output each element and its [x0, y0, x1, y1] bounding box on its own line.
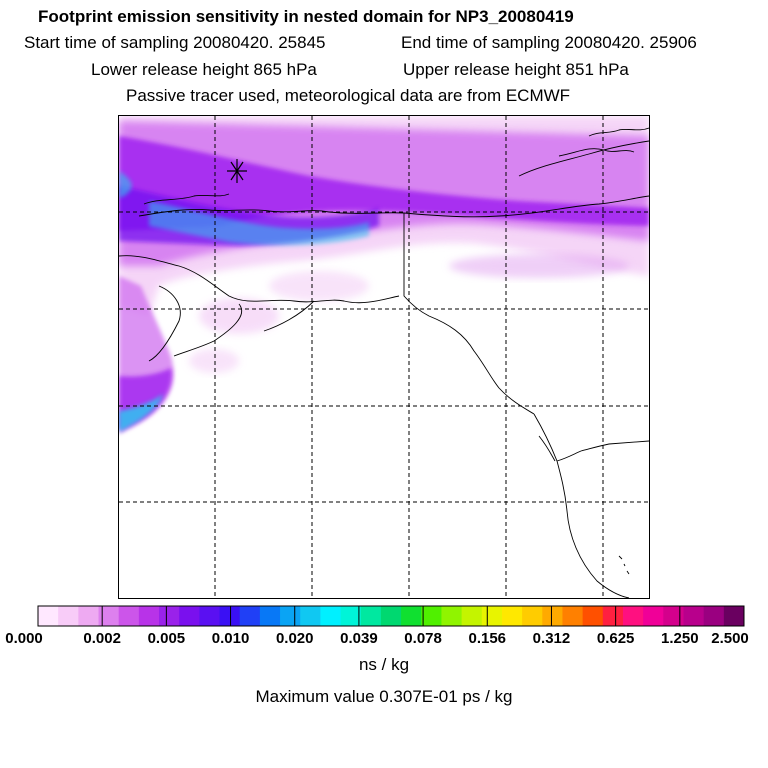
colorbar-frame [37, 605, 745, 627]
colorbar-swatch [38, 606, 59, 626]
colorbar-swatch [179, 606, 200, 626]
colorbar-swatch [78, 606, 100, 626]
colorbar-swatch [683, 606, 705, 626]
units-label: ns / kg [358, 655, 410, 674]
colorbar-tick-label: 0.078 [404, 630, 442, 647]
colorbar-swatch [723, 606, 745, 626]
plume-layer [119, 116, 649, 434]
colorbar-tick-label: 0.039 [340, 630, 378, 647]
colorbar-swatch [58, 606, 79, 626]
lower-height-label: Lower release height 865 hPa [91, 60, 317, 79]
map-canvas [119, 116, 649, 598]
colorbar-swatch [280, 606, 301, 626]
colorbar-swatch [542, 606, 563, 626]
colorbar-tick-label: 2.500 [711, 630, 749, 647]
colorbar-swatch [421, 606, 442, 626]
colorbar-swatch [441, 606, 463, 626]
colorbar-swatch [380, 606, 402, 626]
colorbar-swatch [602, 606, 624, 626]
colorbar-swatch [582, 606, 604, 626]
colorbar-swatch [320, 606, 342, 626]
colorbar-swatch [219, 606, 241, 626]
colorbar-tick-label: 0.010 [211, 630, 250, 647]
colorbar-swatch [159, 606, 180, 626]
lat-lon-grid [119, 116, 649, 598]
colorbar-swatch [562, 606, 584, 626]
colorbar-swatch [401, 606, 422, 626]
upper-height-label: Upper release height 851 hPa [403, 60, 629, 79]
footprint-map [118, 115, 650, 599]
colorbar-swatch [138, 606, 160, 626]
colorbar-tick-label: 0.002 [83, 630, 121, 647]
tracer-info-label: Passive tracer used, meteorological data… [126, 86, 571, 105]
start-time-label: Start time of sampling 20080420. 25845 [24, 33, 326, 52]
colorbar-swatch [501, 606, 523, 626]
coastlines [119, 127, 649, 598]
colorbar-swatch [259, 606, 281, 626]
asterisk-icon [227, 159, 247, 183]
colorbar-swatch [663, 606, 684, 626]
colorbar-swatch [622, 606, 644, 626]
colorbar-swatch [118, 606, 140, 626]
colorbar-swatch [360, 606, 382, 626]
end-time-label: End time of sampling 20080420. 25906 [401, 33, 697, 52]
colorbar-swatch [481, 606, 503, 626]
colorbar-tick-label: 0.625 [596, 630, 635, 647]
colorbar-swatch [522, 606, 543, 626]
colorbar-tick-label: 1.250 [661, 630, 699, 647]
title-text: Footprint emission sensitivity in nested… [38, 7, 574, 26]
colorbar-swatch [703, 606, 725, 626]
colorbar-swatch [300, 606, 321, 626]
colorbar-tick-label: 0.000 [5, 630, 43, 647]
colorbar-tick-label: 0.312 [532, 630, 571, 647]
colorbar [37, 605, 745, 627]
colorbar-tick-label: 0.020 [275, 630, 314, 647]
colorbar-tick-label: 0.005 [147, 630, 186, 647]
colorbar-swatch [98, 606, 120, 626]
colorbar-swatch [340, 606, 362, 626]
colorbar-swatch [461, 606, 483, 626]
colorbar-swatch [199, 606, 221, 626]
colorbar-swatch [643, 606, 664, 626]
max-value-label: Maximum value 0.307E-01 ps / kg [255, 687, 513, 706]
colorbar-swatch [239, 606, 261, 626]
colorbar-tick-label: 0.156 [468, 630, 507, 647]
